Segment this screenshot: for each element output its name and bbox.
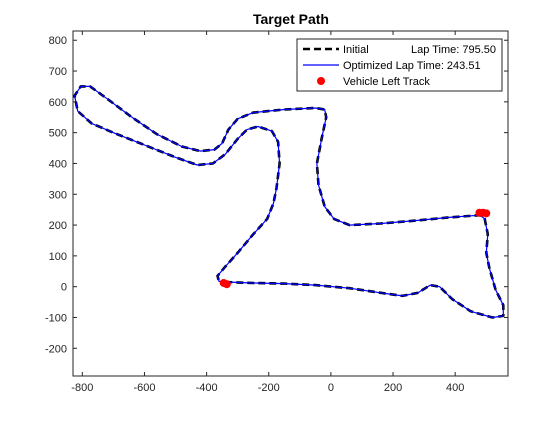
x-tick-label: -200 [258, 382, 280, 394]
y-tick-label: 0 [61, 282, 67, 294]
y-tick-label: 200 [49, 220, 67, 232]
legend-swatch-vehicle-left-track [317, 77, 325, 85]
legend-label: Vehicle Left Track [343, 76, 430, 88]
chart-title: Target Path [253, 11, 329, 27]
x-tick-label: -800 [71, 382, 93, 394]
y-tick-label: -200 [45, 343, 67, 355]
y-tick-label: 300 [49, 189, 67, 201]
legend-label: Optimized Lap Time: 243.51 [343, 60, 481, 72]
series-optimized-line [74, 85, 504, 319]
x-tick-label: 0 [328, 382, 334, 394]
x-tick-label: 400 [446, 382, 464, 394]
x-axis-ticks: -800 -600 -400 -200 0 200 400 [71, 31, 464, 394]
x-tick-label: 200 [384, 382, 402, 394]
y-tick-label: -100 [45, 312, 67, 324]
x-tick-label: -400 [196, 382, 218, 394]
legend-label-extra: Lap Time: 795.50 [411, 44, 496, 56]
y-tick-label: 400 [49, 158, 67, 170]
y-tick-label: 800 [49, 35, 67, 47]
y-tick-label: 100 [49, 251, 67, 263]
x-tick-label: -600 [133, 382, 155, 394]
legend: Initial Lap Time: 795.50 Optimized Lap Tim… [296, 38, 503, 92]
legend-label: Initial [343, 44, 369, 56]
y-axis-ticks: 800 700 600 500 400 300 200 100 0 -100 -200 [45, 35, 508, 355]
y-tick-label: 500 [49, 128, 67, 140]
series-group [73, 85, 505, 319]
vehicle-left-track-marker [222, 280, 231, 289]
y-tick-label: 600 [49, 97, 67, 109]
y-tick-label: 700 [49, 66, 67, 78]
vehicle-left-track-marker [482, 209, 491, 218]
